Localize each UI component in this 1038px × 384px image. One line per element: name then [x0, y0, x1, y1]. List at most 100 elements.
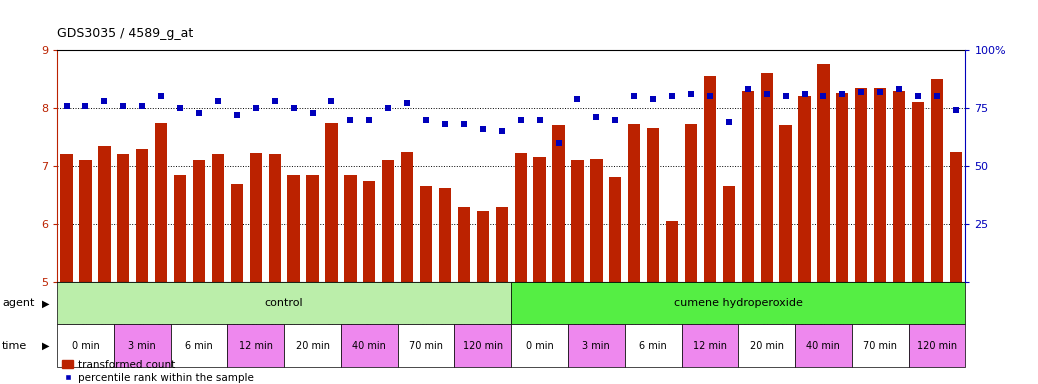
Point	[210, 98, 226, 104]
Bar	[325, 122, 337, 282]
Bar	[79, 160, 91, 282]
Point	[891, 86, 907, 93]
Bar	[761, 73, 773, 282]
Bar	[340, 324, 398, 367]
Bar	[60, 154, 73, 282]
Bar	[817, 65, 829, 282]
Point	[513, 117, 529, 123]
Bar	[512, 282, 965, 324]
Bar	[230, 184, 243, 282]
Bar	[345, 175, 356, 282]
Point	[929, 93, 946, 99]
Bar	[212, 154, 224, 282]
Bar	[893, 91, 905, 282]
Point	[323, 98, 339, 104]
Bar	[780, 126, 792, 282]
Text: 6 min: 6 min	[639, 341, 667, 351]
Point	[835, 91, 851, 97]
Bar	[795, 324, 852, 367]
Bar	[382, 160, 394, 282]
Point	[267, 98, 283, 104]
Bar	[931, 79, 944, 282]
Point	[474, 126, 491, 132]
Text: time: time	[2, 341, 27, 351]
Bar	[837, 93, 848, 282]
Bar	[57, 324, 114, 367]
Point	[815, 93, 831, 99]
Bar	[591, 159, 602, 282]
Point	[531, 117, 548, 123]
Bar	[704, 76, 716, 282]
Point	[77, 103, 93, 109]
Text: 0 min: 0 min	[72, 341, 100, 351]
Bar	[552, 126, 565, 282]
Bar	[288, 175, 300, 282]
Text: 70 min: 70 min	[864, 341, 897, 351]
Point	[343, 117, 359, 123]
Bar	[363, 180, 376, 282]
Point	[437, 121, 454, 127]
Bar	[269, 154, 281, 282]
Bar	[628, 124, 640, 282]
Point	[872, 89, 889, 95]
Bar	[950, 152, 962, 282]
Point	[607, 117, 624, 123]
Bar	[722, 186, 735, 282]
Bar	[249, 153, 262, 282]
Point	[58, 103, 75, 109]
Point	[759, 91, 775, 97]
Bar	[136, 149, 148, 282]
Point	[171, 105, 188, 111]
Point	[247, 105, 264, 111]
Bar	[647, 128, 659, 282]
Text: 20 min: 20 min	[749, 341, 784, 351]
Bar	[439, 188, 452, 282]
Bar	[855, 88, 868, 282]
Bar	[420, 186, 432, 282]
Text: 3 min: 3 min	[582, 341, 610, 351]
Point	[97, 98, 113, 104]
Point	[228, 112, 245, 118]
Bar	[495, 207, 508, 282]
Text: 6 min: 6 min	[185, 341, 213, 351]
Bar	[57, 282, 512, 324]
Point	[948, 107, 964, 113]
Point	[134, 103, 151, 109]
Point	[304, 109, 321, 116]
Bar	[99, 146, 110, 282]
Point	[153, 93, 169, 99]
Point	[796, 91, 813, 97]
Point	[417, 117, 434, 123]
Bar	[798, 96, 811, 282]
Text: 40 min: 40 min	[807, 341, 841, 351]
Point	[493, 128, 510, 134]
Text: 120 min: 120 min	[917, 341, 957, 351]
Point	[720, 119, 737, 125]
Text: 12 min: 12 min	[693, 341, 727, 351]
Point	[361, 117, 378, 123]
Text: 20 min: 20 min	[296, 341, 329, 351]
Point	[683, 91, 700, 97]
Bar	[455, 324, 512, 367]
Bar	[571, 160, 583, 282]
Text: 120 min: 120 min	[463, 341, 502, 351]
Legend: transformed count, percentile rank within the sample: transformed count, percentile rank withi…	[62, 359, 254, 382]
Bar	[685, 124, 698, 282]
Bar	[401, 152, 413, 282]
Bar	[398, 324, 455, 367]
Text: ▶: ▶	[42, 341, 49, 351]
Bar	[458, 207, 470, 282]
Bar	[306, 175, 319, 282]
Bar	[284, 324, 340, 367]
Bar	[908, 324, 965, 367]
Text: GDS3035 / 4589_g_at: GDS3035 / 4589_g_at	[57, 27, 193, 40]
Text: 0 min: 0 min	[525, 341, 553, 351]
Point	[777, 93, 794, 99]
Point	[191, 109, 208, 116]
Point	[380, 105, 397, 111]
Bar	[568, 324, 625, 367]
Point	[399, 100, 415, 106]
Point	[550, 140, 567, 146]
Point	[456, 121, 472, 127]
Text: 70 min: 70 min	[409, 341, 443, 351]
